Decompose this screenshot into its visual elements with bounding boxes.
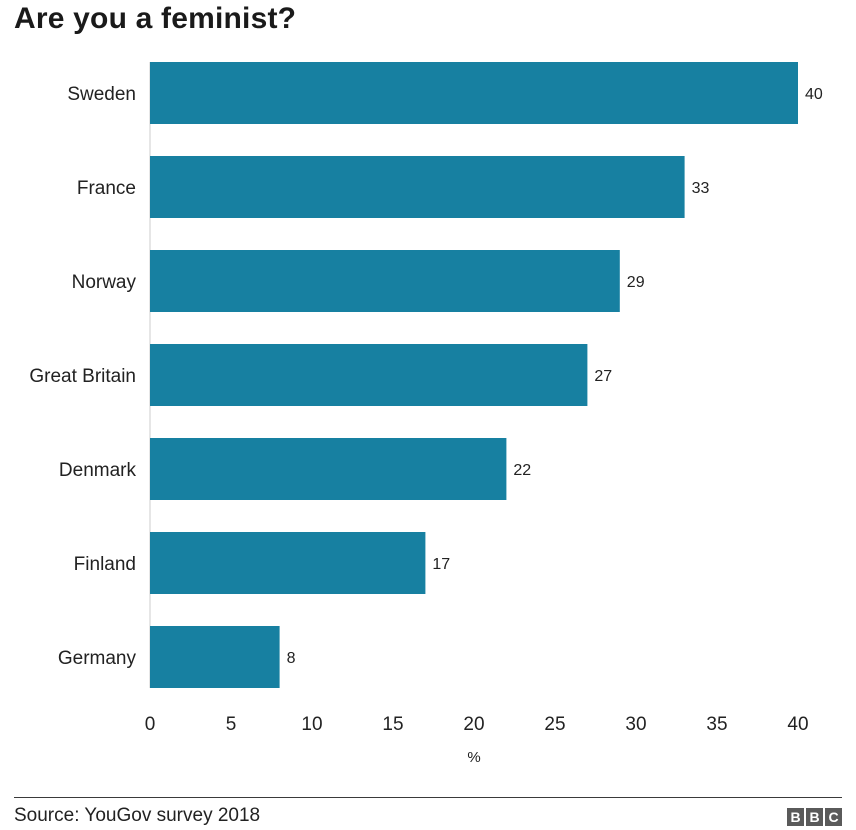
bar-sweden [150,62,798,124]
bar-chart: Sweden 40 France 33 Norway 29 Great Britain 27 D… [29,62,823,766]
bbc-logo: B B C [787,808,842,826]
bbc-logo-letter-c: C [825,808,842,826]
category-label-finland: Finland [74,554,136,575]
x-tick-label-30: 30 [625,714,646,735]
data-label-finland: 17 [432,556,450,573]
category-label-denmark: Denmark [59,460,137,481]
x-tick-label-25: 25 [544,714,565,735]
bbc-logo-letter-b2: B [806,808,823,826]
data-label-denmark: 22 [513,462,531,479]
category-label-france: France [77,178,136,199]
bar-denmark [150,438,507,500]
x-tick-label-20: 20 [463,714,484,735]
bbc-logo-letter-b1: B [787,808,804,826]
data-label-sweden: 40 [805,86,823,103]
category-label-great-britain: Great Britain [29,366,136,387]
x-tick-label-10: 10 [301,714,322,735]
data-label-germany: 8 [287,650,296,667]
category-label-norway: Norway [72,272,137,293]
data-label-great-britain: 27 [594,368,612,385]
source-note: Source: YouGov survey 2018 [14,805,261,826]
bar-france [150,156,685,218]
chart-title: Are you a feminist? [14,2,297,35]
category-label-germany: Germany [58,648,137,669]
x-tick-label-35: 35 [706,714,727,735]
x-tick-label-5: 5 [226,714,237,735]
bar-norway [150,250,620,312]
footer-divider [14,797,842,798]
bar-germany [150,626,280,688]
bar-finland [150,532,426,594]
x-tick-label-40: 40 [787,714,808,735]
x-tick-label-15: 15 [382,714,403,735]
x-tick-label-0: 0 [145,714,156,735]
bar-great-britain [150,344,588,406]
x-axis-label: % [467,749,480,766]
data-label-france: 33 [692,180,710,197]
data-label-norway: 29 [627,274,645,291]
category-label-sweden: Sweden [67,84,136,105]
